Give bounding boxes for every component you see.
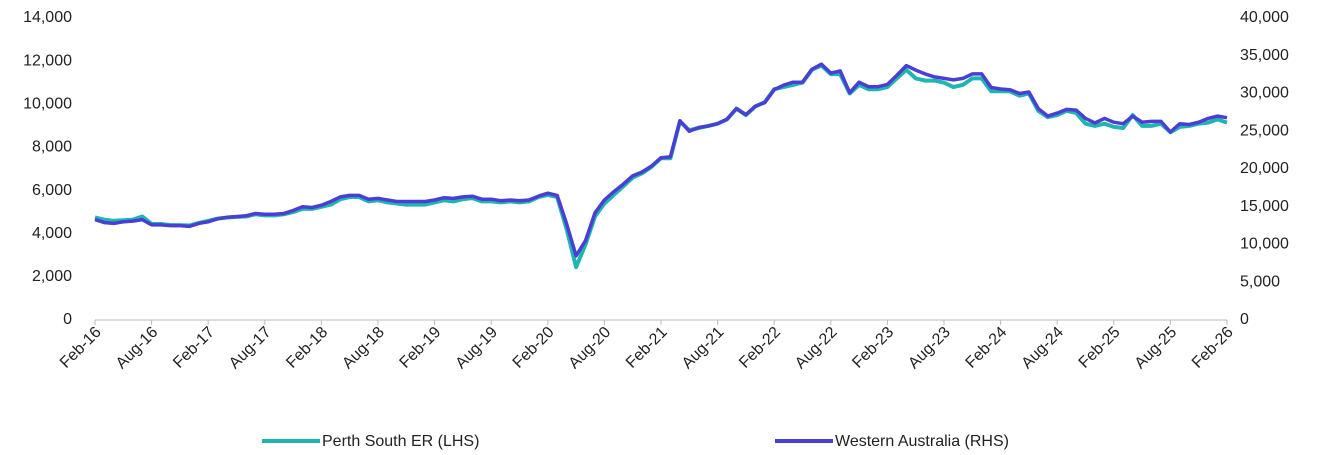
series-line (94, 63, 1228, 270)
y-tick-label: 4,000 (32, 225, 72, 242)
y-tick-label: 2,000 (32, 268, 72, 285)
x-tick-label: Feb-26 (1189, 324, 1237, 372)
x-tick-label: Aug-19 (453, 324, 502, 373)
y-tick-label: 14,000 (23, 9, 72, 26)
x-tick-label: Feb-18 (283, 324, 331, 372)
legend-label: Western Australia (RHS) (835, 433, 1009, 450)
y2-tick-label: 15,000 (1240, 198, 1289, 215)
x-tick-label: Aug-24 (1019, 324, 1068, 373)
x-tick-label: Aug-20 (566, 324, 615, 373)
x-tick-label: Aug-21 (679, 324, 728, 373)
legend-label: Perth South ER (LHS) (322, 433, 479, 450)
x-tick-label: Aug-16 (113, 324, 162, 373)
y-tick-label: 10,000 (23, 96, 72, 113)
y2-tick-label: 25,000 (1240, 122, 1289, 139)
x-tick-label: Feb-21 (623, 324, 671, 372)
x-tick-label: Feb-16 (57, 324, 105, 372)
x-tick-label: Feb-22 (736, 324, 784, 372)
series-line (94, 62, 1228, 258)
x-tick-label: Aug-18 (339, 324, 388, 373)
x-tick-label: Feb-17 (170, 324, 218, 372)
y2-tick-label: 20,000 (1240, 160, 1289, 177)
y2-tick-label: 5,000 (1240, 273, 1280, 290)
x-tick-label: Aug-22 (792, 324, 841, 373)
y-tick-label: 12,000 (23, 52, 72, 69)
x-tick-label: Aug-17 (226, 324, 275, 373)
y2-tick-label: 30,000 (1240, 85, 1289, 102)
x-tick-label: Aug-23 (905, 324, 954, 373)
y2-tick-label: 35,000 (1240, 47, 1289, 64)
y-tick-label: 0 (63, 311, 72, 328)
y-tick-label: 8,000 (32, 139, 72, 156)
y2-tick-label: 40,000 (1240, 9, 1289, 26)
x-tick-label: Feb-23 (849, 324, 897, 372)
x-tick-label: Feb-20 (510, 324, 558, 372)
y2-tick-label: 10,000 (1240, 236, 1289, 253)
x-tick-label: Feb-24 (963, 324, 1011, 372)
x-tick-label: Feb-25 (1076, 324, 1124, 372)
x-tick-label: Aug-25 (1132, 324, 1181, 373)
y2-tick-label: 0 (1240, 311, 1249, 328)
x-tick-label: Feb-19 (397, 324, 445, 372)
y-tick-label: 6,000 (32, 182, 72, 199)
